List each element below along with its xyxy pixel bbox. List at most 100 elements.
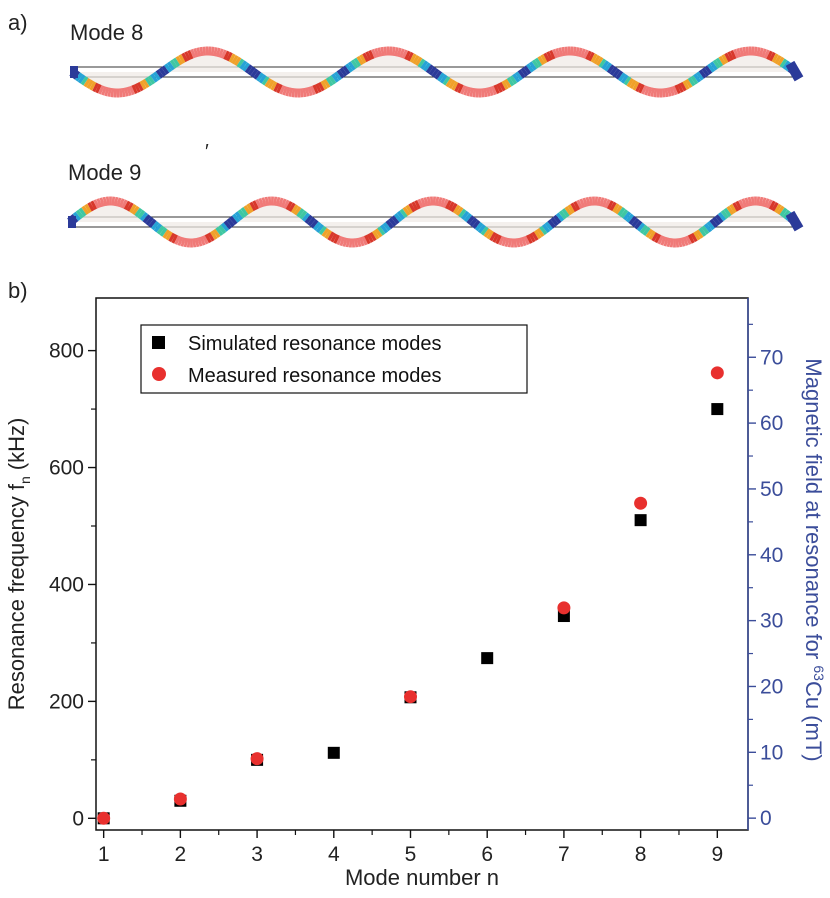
beam-segment <box>615 70 624 80</box>
beam-segment <box>393 212 403 223</box>
beam-segment <box>495 234 502 245</box>
beam-segment <box>442 198 449 209</box>
simulated-point <box>481 652 494 665</box>
beam-segment <box>738 199 745 209</box>
beam-segment <box>249 201 257 212</box>
y2-tick-label: 70 <box>760 346 783 369</box>
beam-segment <box>139 211 149 222</box>
beam-segment <box>654 233 662 244</box>
beam-segment <box>328 75 337 85</box>
x-tick-label: 7 <box>558 843 570 866</box>
beam-segment <box>682 80 690 90</box>
beam-segment <box>96 198 103 208</box>
beam-segment <box>428 66 437 76</box>
beam-segment <box>275 196 281 207</box>
beam-segment <box>457 83 464 94</box>
beam-segment <box>460 210 470 221</box>
beam-segment <box>420 60 429 70</box>
beam-segment <box>440 197 446 208</box>
beam-segment <box>83 77 92 88</box>
beam-segment <box>199 236 206 246</box>
beam-segment <box>671 85 678 96</box>
beam-segment <box>758 47 764 58</box>
beam-segment <box>356 55 364 66</box>
beam-segment <box>155 69 164 79</box>
legend-label-measured: Measured resonance modes <box>188 365 441 387</box>
beam-segment <box>521 236 527 247</box>
beam-segment <box>401 49 408 59</box>
beam-segment <box>451 81 459 91</box>
beam-segment <box>425 64 434 74</box>
beam-segment <box>622 211 632 221</box>
beam-segment <box>377 47 383 57</box>
beam-segment <box>498 81 506 92</box>
beam-segment <box>489 231 497 242</box>
beam-segment <box>250 68 259 78</box>
beam-segment <box>480 226 489 236</box>
beam-segment <box>247 66 256 76</box>
beam-segment <box>490 85 497 96</box>
beam-segment <box>212 228 221 239</box>
beam-segment <box>620 209 629 219</box>
beam-segment <box>472 219 481 230</box>
beam-segment <box>629 79 637 90</box>
y2-tick-label: 0 <box>760 807 772 830</box>
beam-segment <box>448 79 456 90</box>
x-tick-label: 9 <box>711 843 723 866</box>
beam-segment <box>323 78 331 89</box>
beam-segment <box>739 47 745 57</box>
beam-segment <box>253 70 262 80</box>
beam-segment <box>730 50 737 60</box>
beam-segment <box>504 78 512 89</box>
beam-segment <box>703 223 713 233</box>
beam-segment <box>399 208 408 218</box>
beam-segment <box>518 237 524 247</box>
beam-segment <box>434 70 443 80</box>
beam-segment <box>345 63 354 73</box>
beam-segment <box>273 82 281 93</box>
y-tick-label: 800 <box>49 340 84 363</box>
beam-segment <box>388 217 397 227</box>
beam-end-left <box>70 66 78 78</box>
legend-label-simulated: Simulated resonance modes <box>188 333 441 355</box>
beam-segment <box>166 61 175 71</box>
beam-segment <box>145 216 154 226</box>
beam-segment <box>359 54 367 64</box>
beam-segment <box>417 198 424 209</box>
beam-segment <box>178 54 186 64</box>
beam-segment <box>136 81 144 92</box>
beam-segment <box>782 209 791 219</box>
beam-segment <box>632 81 640 91</box>
beam-segment <box>761 197 767 207</box>
beam-segment <box>134 207 143 218</box>
beam-segment <box>285 86 291 97</box>
panel-a-label: a) <box>8 10 28 35</box>
beam-segment <box>412 54 420 65</box>
beam-segment <box>561 208 570 218</box>
beam-segment <box>310 219 319 229</box>
beam-segment <box>84 203 92 214</box>
beam-segment <box>153 223 163 233</box>
beam-segment <box>285 201 293 211</box>
beam-segment <box>701 225 710 235</box>
plot-markers <box>97 366 724 825</box>
x-axis: 1 2 3 4 5 6 7 8 9 <box>98 830 723 866</box>
beam-segment <box>327 231 335 241</box>
beam-segment <box>488 86 494 96</box>
beam-segment <box>423 62 432 72</box>
beam-segment <box>687 77 696 87</box>
beam-segment <box>706 221 716 231</box>
beam-segment <box>123 87 129 97</box>
beam-segment <box>612 68 621 78</box>
beam-segment <box>374 228 383 238</box>
beam-end-right <box>785 210 804 232</box>
beam-segment <box>104 86 110 97</box>
beam-segment <box>466 86 472 97</box>
beam-segment <box>469 87 474 97</box>
beam-segment <box>647 86 653 97</box>
beam-segment <box>402 206 411 216</box>
beam-segment <box>458 208 467 218</box>
y-axis-right: 0 10 20 30 40 50 60 70 <box>748 323 783 830</box>
beam-segment <box>231 213 241 223</box>
beam-segment <box>131 84 138 94</box>
